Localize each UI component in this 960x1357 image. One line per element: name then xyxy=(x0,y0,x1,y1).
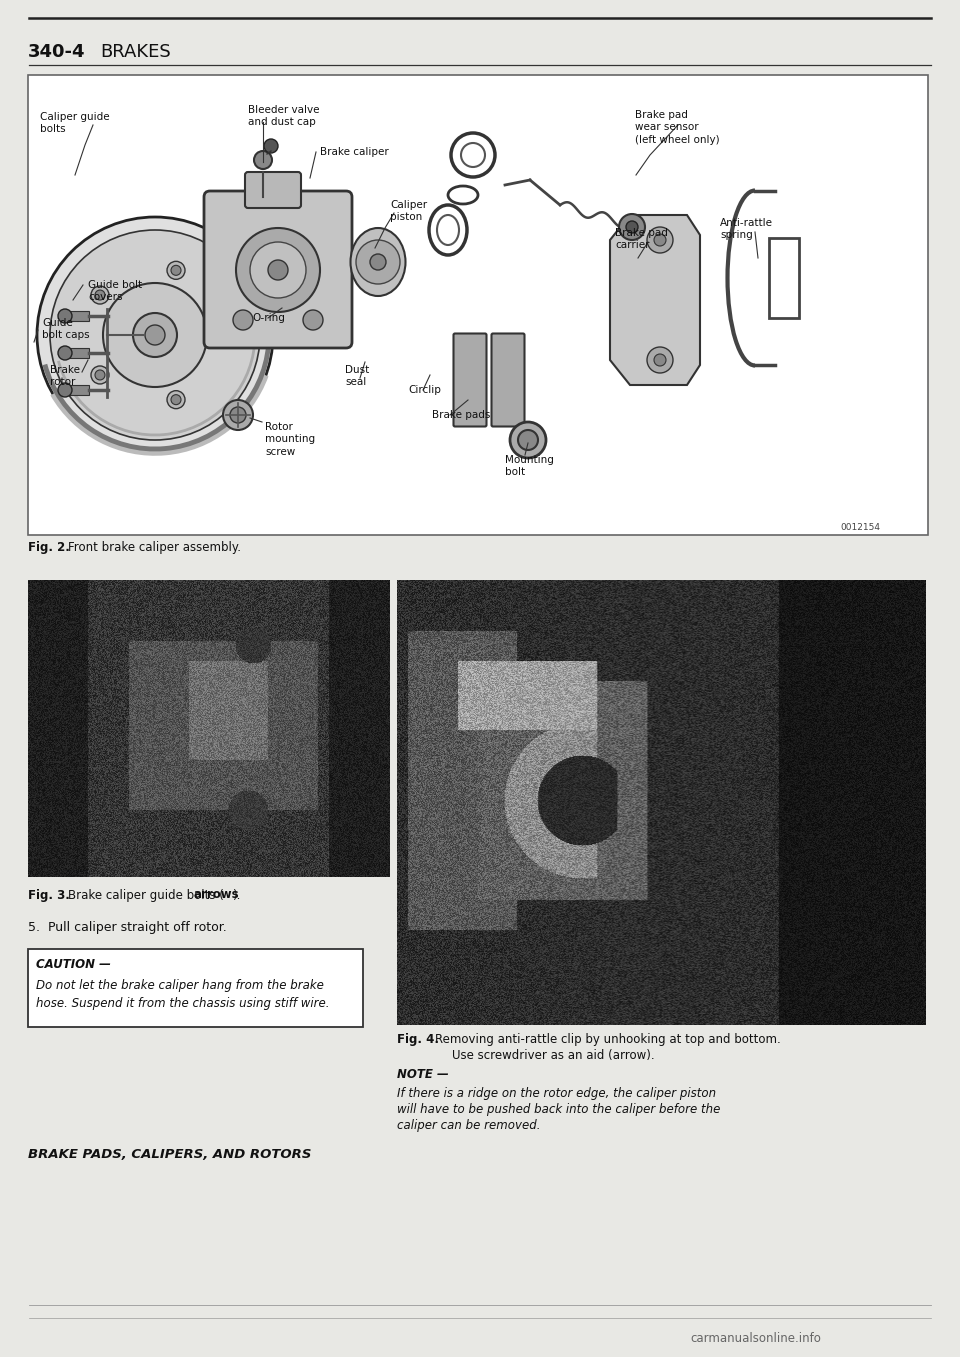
Circle shape xyxy=(58,309,72,323)
FancyArrow shape xyxy=(191,642,228,689)
Text: Rotor
mounting
screw: Rotor mounting screw xyxy=(265,422,315,457)
Bar xyxy=(61,311,89,322)
Text: Circlip: Circlip xyxy=(408,385,441,395)
Bar xyxy=(769,237,799,318)
Circle shape xyxy=(167,262,185,280)
Circle shape xyxy=(95,290,105,300)
Circle shape xyxy=(50,229,260,440)
Circle shape xyxy=(171,395,181,404)
Circle shape xyxy=(518,430,538,451)
Text: Mounting
bolt: Mounting bolt xyxy=(505,455,554,478)
Circle shape xyxy=(223,400,253,430)
Text: Brake caliper guide bolts (: Brake caliper guide bolts ( xyxy=(68,889,224,901)
Text: Guide bolt
covers: Guide bolt covers xyxy=(88,280,142,303)
Circle shape xyxy=(167,391,185,408)
Circle shape xyxy=(510,422,546,459)
Text: If there is a ridge on the rotor edge, the caliper piston: If there is a ridge on the rotor edge, t… xyxy=(397,1087,716,1099)
Circle shape xyxy=(37,217,273,453)
Text: Bleeder valve
and dust cap: Bleeder valve and dust cap xyxy=(248,104,320,128)
Text: Brake pad
wear sensor
(left wheel only): Brake pad wear sensor (left wheel only) xyxy=(635,110,720,145)
Text: Use screwdriver as an aid (arrow).: Use screwdriver as an aid (arrow). xyxy=(452,1049,655,1061)
Text: Fig. 2.: Fig. 2. xyxy=(28,541,70,555)
Circle shape xyxy=(133,313,177,357)
Circle shape xyxy=(171,266,181,275)
Text: Caliper guide
bolts: Caliper guide bolts xyxy=(40,113,109,134)
FancyBboxPatch shape xyxy=(492,334,524,426)
Text: Brake caliper: Brake caliper xyxy=(320,147,389,157)
Text: arrows: arrows xyxy=(193,889,239,901)
Text: Front brake caliper assembly.: Front brake caliper assembly. xyxy=(68,541,241,555)
Bar xyxy=(28,949,363,1027)
Ellipse shape xyxy=(350,228,405,296)
Text: Fig. 3.: Fig. 3. xyxy=(28,889,70,901)
FancyBboxPatch shape xyxy=(245,172,301,208)
Circle shape xyxy=(626,221,638,233)
Circle shape xyxy=(356,240,400,284)
Text: Brake pads: Brake pads xyxy=(432,410,491,421)
Circle shape xyxy=(58,383,72,398)
Text: Do not let the brake caliper hang from the brake: Do not let the brake caliper hang from t… xyxy=(36,978,324,992)
Text: BRAKE PADS, CALIPERS, AND ROTORS: BRAKE PADS, CALIPERS, AND ROTORS xyxy=(28,1148,311,1162)
FancyArrow shape xyxy=(156,786,200,828)
Text: NOTE —: NOTE — xyxy=(397,1068,448,1082)
Circle shape xyxy=(91,286,109,304)
Text: 0011254: 0011254 xyxy=(310,864,350,874)
Bar xyxy=(28,75,928,535)
Circle shape xyxy=(95,370,105,380)
Text: Brake pad
carrier: Brake pad carrier xyxy=(615,228,668,251)
Text: 340-4: 340-4 xyxy=(28,43,85,61)
Text: Anti-rattle
spring: Anti-rattle spring xyxy=(720,218,773,240)
Text: will have to be pushed back into the caliper before the: will have to be pushed back into the cal… xyxy=(397,1102,720,1115)
Text: Removing anti-rattle clip by unhooking at top and bottom.: Removing anti-rattle clip by unhooking a… xyxy=(435,1033,780,1045)
Text: Fig. 4.: Fig. 4. xyxy=(397,1033,439,1045)
Circle shape xyxy=(654,233,666,246)
Circle shape xyxy=(647,227,673,252)
Text: 5.  Pull caliper straight off rotor.: 5. Pull caliper straight off rotor. xyxy=(28,920,227,934)
Text: ).: ). xyxy=(232,889,240,901)
Text: 0012155: 0012155 xyxy=(850,1012,890,1022)
Circle shape xyxy=(91,366,109,384)
FancyBboxPatch shape xyxy=(204,191,352,347)
Text: BRAKES: BRAKES xyxy=(100,43,171,61)
Circle shape xyxy=(370,254,386,270)
Text: O-ring: O-ring xyxy=(252,313,285,323)
Polygon shape xyxy=(610,214,700,385)
Text: Caliper
piston: Caliper piston xyxy=(390,199,427,223)
Circle shape xyxy=(250,242,306,299)
Text: CAUTION —: CAUTION — xyxy=(36,958,110,972)
Bar xyxy=(61,385,89,395)
Circle shape xyxy=(254,151,272,170)
Circle shape xyxy=(654,354,666,366)
Circle shape xyxy=(103,284,207,387)
Text: caliper can be removed.: caliper can be removed. xyxy=(397,1118,540,1132)
Circle shape xyxy=(145,324,165,345)
Circle shape xyxy=(268,261,288,280)
Circle shape xyxy=(236,228,320,312)
Text: Dust
seal: Dust seal xyxy=(345,365,370,387)
Circle shape xyxy=(230,407,246,423)
FancyBboxPatch shape xyxy=(453,334,487,426)
Text: 0012154: 0012154 xyxy=(840,522,880,532)
FancyArrow shape xyxy=(684,702,741,759)
Circle shape xyxy=(233,309,253,330)
Circle shape xyxy=(218,330,228,341)
Text: carmanualsonline.info: carmanualsonline.info xyxy=(690,1331,821,1345)
Circle shape xyxy=(264,138,278,153)
Circle shape xyxy=(619,214,645,240)
Circle shape xyxy=(303,309,323,330)
Text: hose. Suspend it from the chassis using stiff wire.: hose. Suspend it from the chassis using … xyxy=(36,997,329,1011)
Circle shape xyxy=(214,326,232,345)
Circle shape xyxy=(58,346,72,360)
Text: Brake
rotor: Brake rotor xyxy=(50,365,80,387)
Bar xyxy=(61,347,89,358)
Text: Guide
bolt caps: Guide bolt caps xyxy=(42,318,89,341)
Circle shape xyxy=(647,347,673,373)
